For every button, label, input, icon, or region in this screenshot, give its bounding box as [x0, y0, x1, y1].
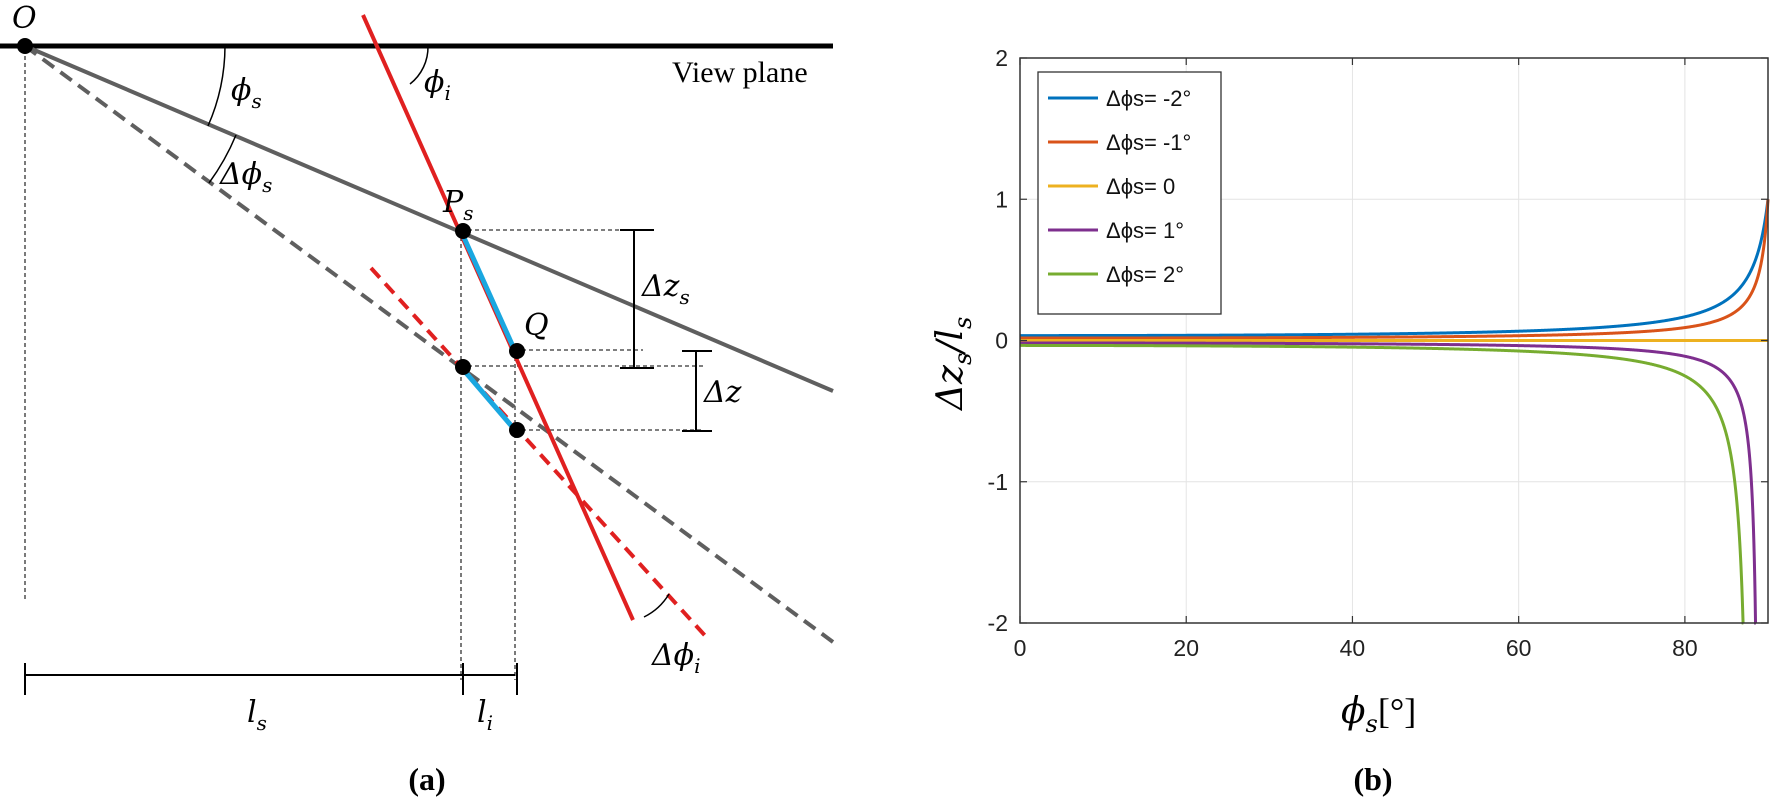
label-delta-phi-s: Δϕs	[219, 157, 272, 197]
point-lower-right	[509, 422, 525, 438]
x-tick-label: 0	[1014, 635, 1027, 661]
angle-arc-phi-i	[409, 45, 429, 85]
series-line-4	[1020, 343, 1745, 625]
delta-z-dimension	[682, 350, 712, 432]
label-delta-phi-i: Δϕi	[651, 638, 701, 678]
point-lower-left	[455, 359, 471, 375]
panel-a-diagram: O View plane ϕs ϕi Δϕs Ps Q Δzs Δz Δϕi l…	[0, 1, 835, 797]
label-ps: Ps	[442, 185, 473, 225]
legend-label: Δϕs= 1°	[1106, 218, 1184, 243]
cyan-segment-lower	[459, 365, 517, 432]
label-q: Q	[524, 308, 549, 343]
point-ps	[455, 223, 471, 239]
y-tick-label: 0	[995, 328, 1008, 354]
x-tick-label: 20	[1173, 635, 1199, 661]
legend: Δϕs= -2° Δϕs= -1° Δϕs= 0 Δϕs= 1° Δϕs= 2°	[1037, 71, 1222, 315]
label-origin: O	[12, 1, 37, 36]
y-axis-label: Δzs/ls	[930, 317, 977, 412]
label-ls: ls	[247, 695, 267, 735]
delta-zs-dimension	[620, 229, 654, 369]
label-delta-zs: Δzs	[641, 269, 690, 309]
point-q	[509, 343, 525, 359]
angle-arc-phi-s	[207, 45, 226, 127]
series-line-0	[1020, 199, 1770, 338]
y-tick-label: -1	[988, 469, 1008, 495]
label-phi-s: ϕs	[231, 73, 262, 113]
cyan-segment-upper	[458, 229, 518, 353]
legend-label: Δϕs= -2°	[1106, 86, 1191, 111]
point-origin	[17, 38, 33, 54]
legend-label: Δϕs= 0	[1106, 174, 1175, 199]
label-phi-i: ϕi	[424, 65, 451, 105]
gray-ray-dashed	[23, 44, 835, 644]
x-tick-label: 60	[1506, 635, 1532, 661]
series-line-3	[1020, 341, 1758, 625]
x-axis-label: ϕs[°]	[1341, 691, 1416, 738]
x-tick-label: 40	[1340, 635, 1366, 661]
caption-panel-b: (b)	[1353, 761, 1392, 797]
x-tick-label: 80	[1672, 635, 1698, 661]
legend-label: Δϕs= -1°	[1106, 130, 1191, 155]
series-layer	[1020, 199, 1770, 625]
tick-layer: 0 20 40 60 80 -2 -1 0 1 2	[988, 45, 1768, 661]
angle-arc-delta-phi-s	[208, 134, 237, 184]
y-tick-label: -2	[988, 610, 1008, 636]
gray-ray-solid	[24, 44, 834, 393]
y-tick-label: 2	[995, 45, 1008, 71]
angle-arc-delta-phi-i	[643, 593, 670, 618]
legend-label: Δϕs= 2°	[1106, 262, 1184, 287]
ls-dimension	[24, 663, 518, 695]
y-tick-label: 1	[995, 186, 1008, 212]
caption-panel-a: (a)	[408, 761, 445, 797]
series-line-1	[1020, 199, 1770, 340]
label-view-plane: View plane	[672, 56, 808, 89]
label-li: li	[477, 695, 493, 735]
label-delta-z: Δz	[703, 375, 742, 410]
